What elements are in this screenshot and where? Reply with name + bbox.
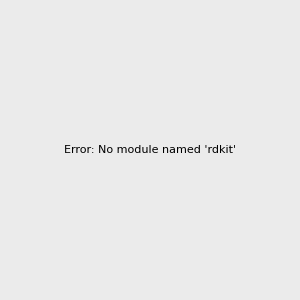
Text: Error: No module named 'rdkit': Error: No module named 'rdkit' <box>64 145 236 155</box>
